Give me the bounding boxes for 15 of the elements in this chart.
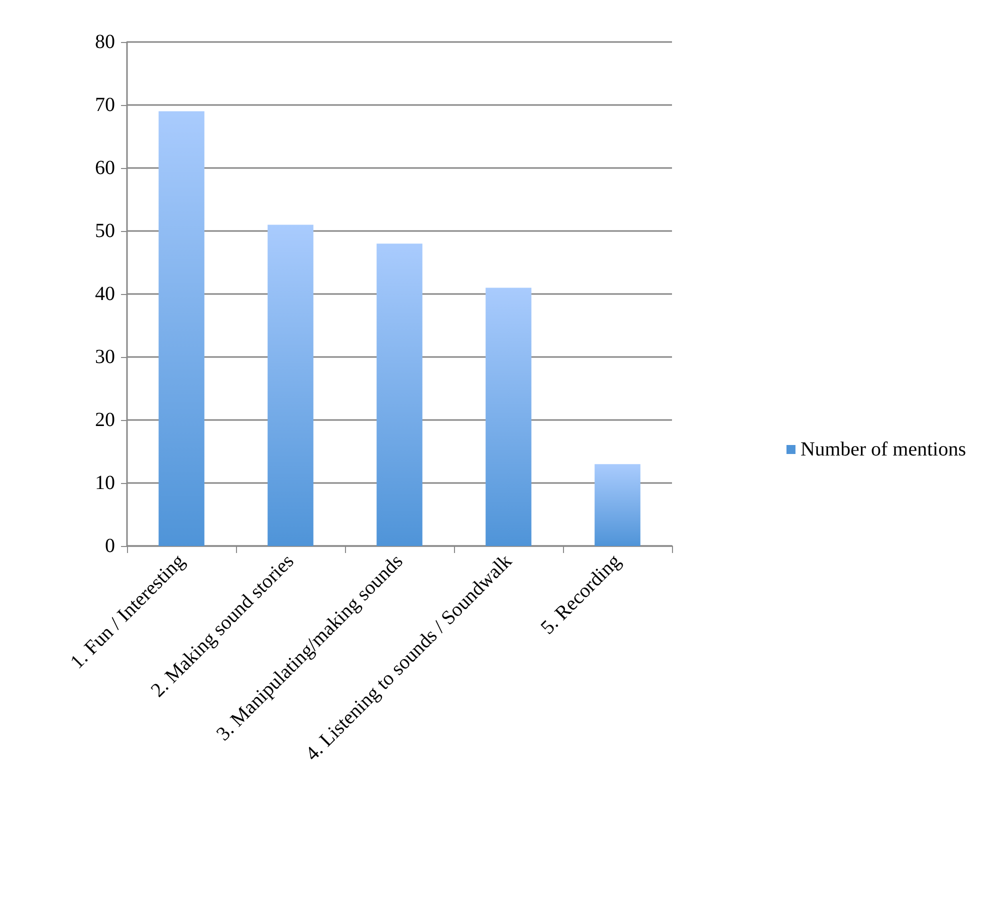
y-tick-label: 80	[95, 31, 115, 53]
y-tick-label: 30	[95, 346, 115, 368]
bar	[158, 111, 204, 546]
y-tick-label: 50	[95, 220, 115, 242]
bar	[376, 244, 422, 546]
y-tick-label: 20	[95, 409, 115, 431]
y-tick-label: 40	[95, 283, 115, 305]
bar	[486, 288, 532, 546]
y-tick-label: 10	[95, 472, 115, 494]
bar	[594, 464, 640, 546]
y-tick-label: 0	[105, 535, 115, 557]
y-tick-label: 60	[95, 157, 115, 179]
bar	[268, 224, 314, 546]
y-tick-label: 70	[95, 94, 115, 116]
legend-label: Number of mentions	[800, 438, 966, 460]
